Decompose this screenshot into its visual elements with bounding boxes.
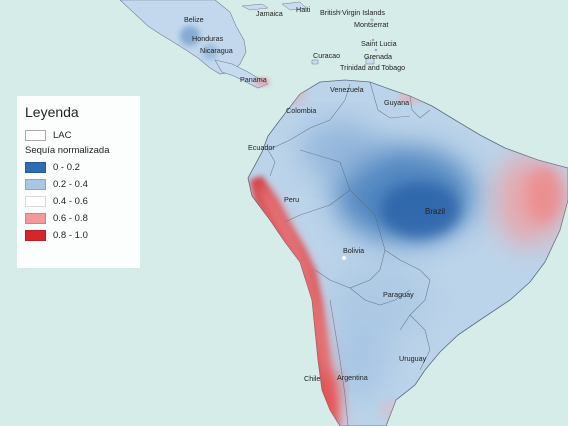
label-grenada: Grenada: [364, 52, 392, 61]
legend-class-swatch: [25, 212, 46, 224]
label-uruguay: Uruguay: [399, 354, 427, 363]
map-legend: Leyenda LAC Sequía normalizada 0 - 0.2 0.…: [17, 96, 140, 268]
legend-class-label: 0.2 - 0.4: [53, 178, 88, 190]
legend-class-row: 0 - 0.2: [25, 160, 132, 174]
legend-class-row: 0.6 - 0.8: [25, 211, 132, 225]
legend-class-label: 0.8 - 1.0: [53, 229, 88, 241]
label-bvi: British Virgin Islands: [320, 8, 385, 17]
label-brazil: Brazil: [425, 207, 445, 216]
label-saint-lucia: Saint Lucia: [361, 39, 397, 48]
label-paraguay: Paraguay: [383, 290, 414, 299]
label-jamaica: Jamaica: [256, 9, 283, 18]
label-chile: Chile: [304, 374, 320, 383]
label-trinidad: Trinidad and Tobago: [340, 63, 405, 72]
legend-class-row: 0.2 - 0.4: [25, 177, 132, 191]
legend-class-swatch: [25, 178, 46, 190]
label-belize: Belize: [184, 15, 204, 24]
legend-lac-swatch: [25, 129, 46, 141]
country-labels: Belize Haiti Jamaica British Virgin Isla…: [184, 5, 445, 383]
central-america: [119, 0, 270, 89]
legend-class-label: 0 - 0.2: [53, 161, 80, 173]
legend-lac-row: LAC: [25, 128, 132, 142]
legend-class-row: 0.4 - 0.6: [25, 194, 132, 208]
legend-classes: 0 - 0.2 0.2 - 0.4 0.4 - 0.6 0.6 - 0.8 0.8 - …: [25, 160, 132, 242]
caribbean-islands: [241, 1, 378, 65]
legend-class-row: 0.8 - 1.0: [25, 228, 132, 242]
legend-class-label: 0.6 - 0.8: [53, 212, 88, 224]
legend-subtitle: Sequía normalizada: [25, 145, 110, 156]
label-haiti: Haiti: [296, 5, 311, 14]
label-curacao: Curacao: [313, 51, 340, 60]
legend-title: Leyenda: [25, 104, 79, 120]
label-venezuela: Venezuela: [330, 85, 364, 94]
legend-class-label: 0.4 - 0.6: [53, 195, 88, 207]
label-colombia: Colombia: [286, 106, 316, 115]
legend-lac-label: LAC: [53, 129, 72, 141]
label-guyana: Guyana: [384, 98, 409, 107]
legend-class-swatch: [25, 229, 46, 241]
label-bolivia: Bolivia: [343, 246, 364, 255]
legend-class-swatch: [25, 195, 46, 207]
south-america: [247, 79, 568, 426]
label-peru: Peru: [284, 195, 299, 204]
label-argentina: Argentina: [337, 373, 368, 382]
label-nicaragua: Nicaragua: [200, 46, 233, 55]
label-ecuador: Ecuador: [248, 143, 275, 152]
legend-class-swatch: [25, 161, 46, 173]
label-honduras: Honduras: [192, 34, 224, 43]
label-panama: Panama: [240, 75, 267, 84]
label-montserrat: Montserrat: [354, 20, 388, 29]
